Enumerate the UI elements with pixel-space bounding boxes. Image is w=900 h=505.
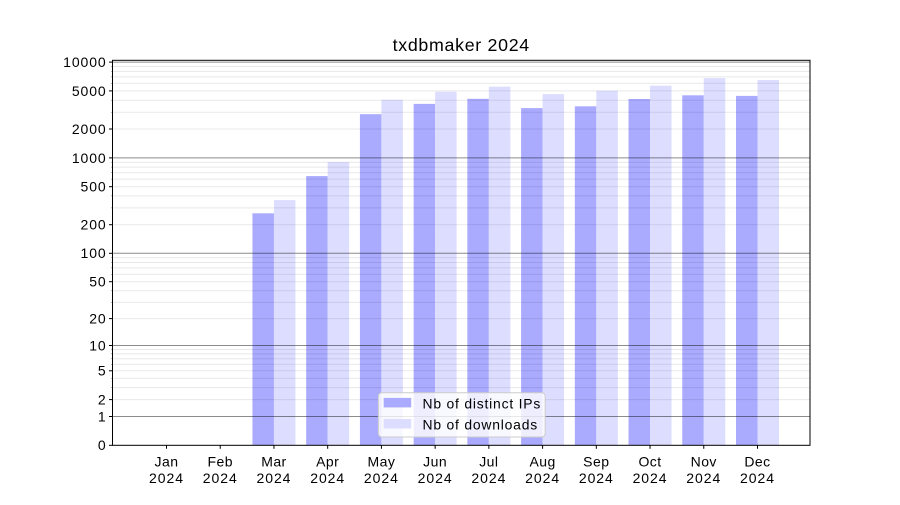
- svg-text:Aug: Aug: [529, 454, 555, 470]
- svg-text:2024: 2024: [579, 470, 614, 486]
- svg-text:Nb of downloads: Nb of downloads: [423, 417, 538, 433]
- svg-text:10: 10: [89, 337, 106, 353]
- svg-text:Jun: Jun: [423, 454, 447, 470]
- svg-text:500: 500: [81, 179, 107, 195]
- svg-text:Oct: Oct: [638, 454, 661, 470]
- svg-text:2024: 2024: [364, 470, 399, 486]
- svg-text:Sep: Sep: [583, 454, 609, 470]
- svg-text:Apr: Apr: [316, 454, 339, 470]
- svg-text:Jul: Jul: [479, 454, 498, 470]
- svg-text:2024: 2024: [256, 470, 291, 486]
- svg-text:1: 1: [98, 408, 107, 424]
- svg-text:1000: 1000: [72, 150, 107, 166]
- svg-text:5: 5: [98, 363, 107, 379]
- svg-text:100: 100: [81, 245, 107, 261]
- svg-text:50: 50: [89, 274, 106, 290]
- svg-text:2024: 2024: [310, 470, 345, 486]
- svg-text:Jan: Jan: [155, 454, 179, 470]
- svg-text:0: 0: [98, 437, 107, 453]
- svg-text:Nb of distinct IPs: Nb of distinct IPs: [423, 396, 542, 412]
- svg-text:2024: 2024: [686, 470, 721, 486]
- svg-text:200: 200: [81, 217, 107, 233]
- svg-text:2000: 2000: [72, 121, 107, 137]
- svg-text:Feb: Feb: [207, 454, 232, 470]
- svg-text:2024: 2024: [633, 470, 668, 486]
- svg-text:Dec: Dec: [744, 454, 770, 470]
- svg-text:May: May: [368, 454, 396, 470]
- svg-text:txdbmaker 2024: txdbmaker 2024: [393, 35, 530, 55]
- svg-text:2024: 2024: [525, 470, 560, 486]
- svg-text:2024: 2024: [740, 470, 775, 486]
- svg-text:Nov: Nov: [691, 454, 717, 470]
- svg-text:5000: 5000: [72, 83, 107, 99]
- svg-text:20: 20: [89, 311, 106, 327]
- svg-text:10000: 10000: [63, 54, 106, 70]
- svg-text:2024: 2024: [149, 470, 184, 486]
- svg-text:Mar: Mar: [261, 454, 286, 470]
- svg-text:2: 2: [98, 392, 107, 408]
- svg-text:2024: 2024: [418, 470, 453, 486]
- svg-text:2024: 2024: [471, 470, 506, 486]
- svg-text:2024: 2024: [203, 470, 238, 486]
